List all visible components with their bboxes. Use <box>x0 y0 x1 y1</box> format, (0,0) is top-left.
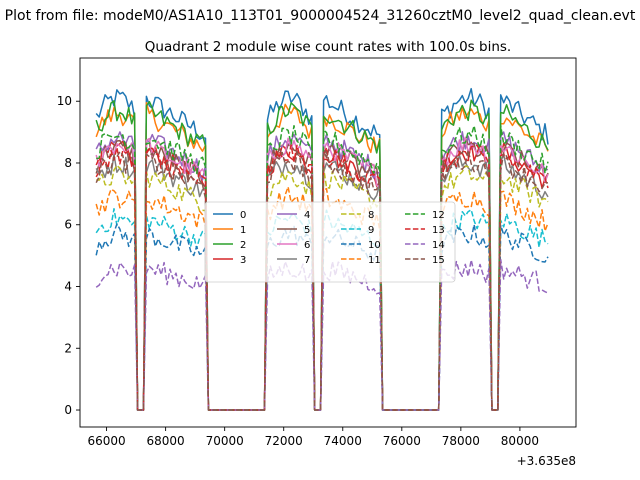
x-axis: 66000 68000 70000 72000 74000 76000 78000 80000 <box>87 427 539 448</box>
y-tick-label: 10 <box>57 94 72 108</box>
legend-box <box>204 201 456 283</box>
x-tick-label: 68000 <box>147 434 185 448</box>
x-tick-label: 80000 <box>501 434 539 448</box>
legend-label-1: 1 <box>240 225 246 236</box>
x-tick-label: 72000 <box>265 434 303 448</box>
axes-frame <box>79 57 577 428</box>
legend-label-9: 9 <box>368 225 374 236</box>
series-line-14 <box>95 258 549 411</box>
chart-title: Quadrant 2 module wise count rates with … <box>145 39 511 55</box>
y-tick-label: 6 <box>64 218 72 232</box>
x-tick-label: 66000 <box>87 434 125 448</box>
legend-label-5: 5 <box>304 225 310 236</box>
y-tick-label: 8 <box>64 156 72 170</box>
legend-label-11: 11 <box>368 255 381 266</box>
legend-label-2: 2 <box>240 240 246 251</box>
legend-label-12: 12 <box>432 210 445 221</box>
series-line-9 <box>95 208 549 411</box>
legend-label-10: 10 <box>368 240 381 251</box>
x-tick-label: 76000 <box>383 434 421 448</box>
x-tick-label: 78000 <box>442 434 480 448</box>
y-tick-label: 4 <box>64 280 72 294</box>
series-line-13 <box>95 144 549 411</box>
x-tick-label: 70000 <box>206 434 244 448</box>
y-tick-label: 0 <box>64 403 72 417</box>
legend-label-13: 13 <box>432 225 445 236</box>
x-tick-label: 74000 <box>324 434 362 448</box>
legend-label-8: 8 <box>368 210 374 221</box>
y-tick-label: 2 <box>64 341 72 355</box>
chart-suptitle: Plot from file: modeM0/AS1A10_113T01_900… <box>5 8 636 24</box>
legend-label-6: 6 <box>304 240 310 251</box>
legend-label-14: 14 <box>432 240 445 251</box>
legend-label-4: 4 <box>304 210 310 221</box>
legend-label-7: 7 <box>304 255 310 266</box>
y-axis: 0 2 4 6 8 10 <box>57 94 80 417</box>
legend-label-15: 15 <box>432 255 445 266</box>
legend-label-3: 3 <box>240 255 246 266</box>
legend-label-0: 0 <box>240 210 246 221</box>
x-offset-label: +3.635e8 <box>517 454 576 468</box>
